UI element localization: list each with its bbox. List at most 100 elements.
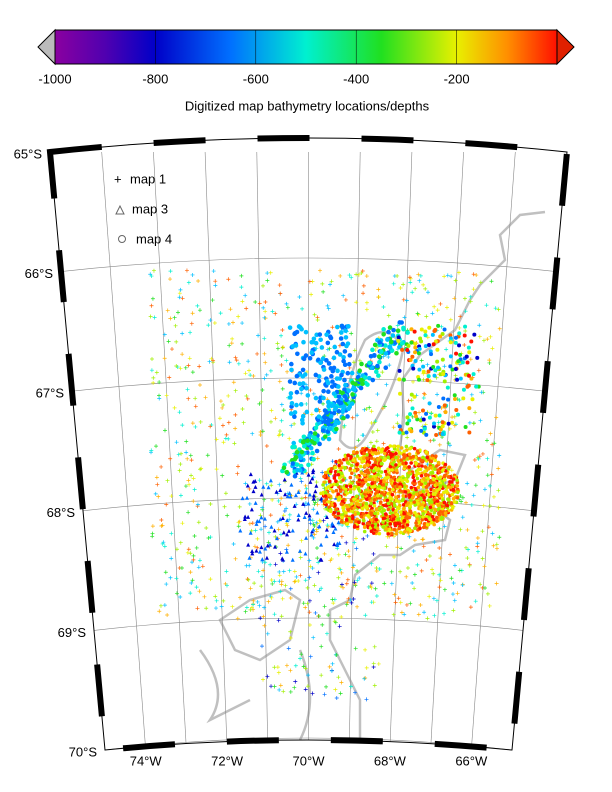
depth-point bbox=[340, 523, 345, 528]
depth-point bbox=[370, 377, 376, 383]
depth-point bbox=[262, 605, 267, 610]
depth-point bbox=[189, 473, 194, 478]
depth-point bbox=[339, 471, 344, 476]
depth-point bbox=[477, 454, 482, 459]
depth-point bbox=[327, 664, 332, 669]
depth-point bbox=[183, 365, 188, 370]
depth-point bbox=[452, 563, 457, 568]
depth-point bbox=[404, 574, 409, 579]
depth-point bbox=[308, 521, 313, 526]
depth-point bbox=[314, 529, 319, 534]
depth-point bbox=[322, 415, 328, 420]
depth-point bbox=[259, 399, 264, 404]
depth-point bbox=[392, 527, 397, 532]
depth-point bbox=[403, 490, 408, 494]
depth-point bbox=[303, 483, 308, 488]
depth-point bbox=[431, 476, 436, 481]
depth-point bbox=[344, 517, 349, 522]
depth-point bbox=[441, 452, 446, 457]
depth-point bbox=[352, 387, 357, 392]
depth-point bbox=[191, 553, 196, 558]
depth-point bbox=[398, 485, 402, 490]
depth-point bbox=[402, 511, 406, 516]
depth-point bbox=[472, 332, 477, 337]
depth-point bbox=[299, 652, 304, 657]
depth-point bbox=[341, 293, 346, 298]
depth-point bbox=[482, 564, 487, 569]
depth-point bbox=[358, 377, 363, 383]
depth-point bbox=[390, 492, 395, 497]
depth-point bbox=[427, 554, 432, 559]
depth-point bbox=[174, 591, 179, 596]
depth-point bbox=[159, 517, 164, 522]
depth-point bbox=[442, 327, 447, 332]
depth-point bbox=[185, 550, 190, 555]
lat-label: 65°S bbox=[14, 146, 43, 161]
depth-point bbox=[239, 285, 244, 290]
depth-point bbox=[151, 380, 156, 385]
depth-point bbox=[272, 579, 277, 584]
depth-point bbox=[248, 373, 253, 378]
depth-point bbox=[168, 456, 173, 461]
depth-point bbox=[395, 421, 400, 426]
depth-point bbox=[324, 684, 329, 689]
depth-point bbox=[284, 470, 290, 475]
depth-point bbox=[303, 666, 308, 671]
depth-point bbox=[412, 329, 417, 334]
depth-point bbox=[490, 442, 495, 447]
depth-point bbox=[345, 522, 350, 526]
depth-point bbox=[438, 301, 443, 306]
meridian bbox=[256, 151, 269, 750]
depth-point bbox=[178, 594, 183, 599]
depth-point bbox=[365, 382, 370, 387]
lat-label: 68°S bbox=[47, 505, 76, 520]
depth-point bbox=[381, 304, 386, 309]
depth-point bbox=[364, 300, 369, 305]
depth-point bbox=[197, 382, 202, 387]
depth-point bbox=[303, 605, 308, 610]
depth-point bbox=[157, 396, 162, 401]
depth-point bbox=[221, 598, 226, 603]
depth-point bbox=[307, 279, 312, 284]
depth-point bbox=[322, 551, 327, 556]
depth-point bbox=[460, 583, 465, 588]
depth-point bbox=[244, 306, 249, 311]
depth-point bbox=[401, 326, 406, 332]
depth-point bbox=[421, 417, 426, 422]
depth-point bbox=[196, 520, 201, 525]
depth-point bbox=[336, 384, 341, 389]
depth-point bbox=[203, 395, 208, 400]
depth-point bbox=[162, 428, 167, 433]
depth-point bbox=[444, 347, 449, 352]
depth-point bbox=[214, 467, 219, 472]
meridian bbox=[204, 151, 228, 750]
depth-point bbox=[375, 363, 380, 369]
depth-point bbox=[469, 502, 474, 507]
depth-point bbox=[409, 398, 414, 403]
depth-point bbox=[306, 462, 311, 468]
depth-point bbox=[381, 516, 386, 521]
depth-point bbox=[436, 323, 441, 328]
depth-point bbox=[484, 438, 489, 443]
depth-point bbox=[322, 434, 328, 439]
depth-point bbox=[345, 491, 349, 495]
depth-point bbox=[431, 438, 436, 443]
depth-point bbox=[298, 455, 304, 461]
depth-point bbox=[262, 497, 267, 502]
depth-point bbox=[371, 463, 376, 468]
depth-point bbox=[362, 451, 366, 456]
depth-point bbox=[379, 349, 384, 355]
depth-point bbox=[361, 456, 366, 461]
depth-point bbox=[265, 674, 270, 679]
depth-point bbox=[243, 293, 248, 298]
depth-point bbox=[162, 603, 167, 608]
depth-point bbox=[339, 520, 344, 524]
depth-point bbox=[437, 442, 442, 447]
depth-point bbox=[245, 396, 250, 401]
depth-point bbox=[157, 380, 162, 385]
depth-point bbox=[355, 568, 360, 573]
depth-point bbox=[329, 279, 334, 284]
depth-point bbox=[322, 604, 327, 609]
depth-point bbox=[160, 541, 165, 546]
depth-point bbox=[247, 501, 252, 506]
